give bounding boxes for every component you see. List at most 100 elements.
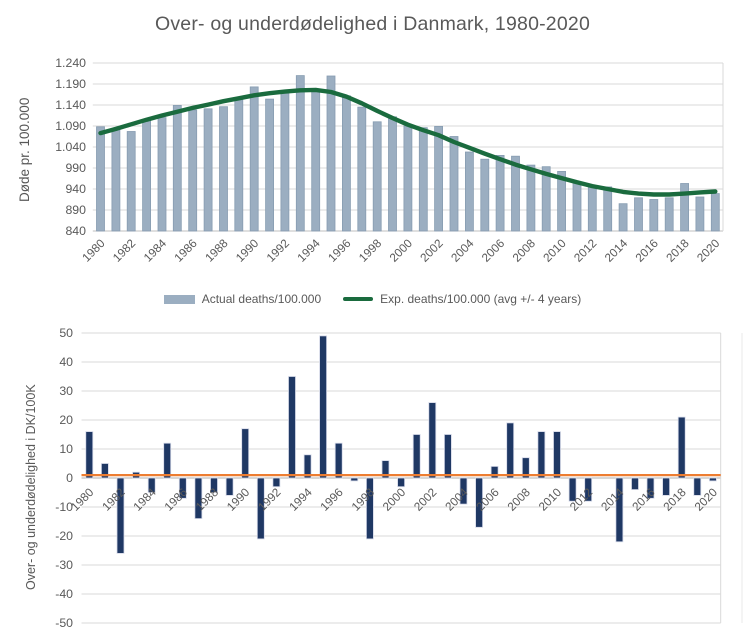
actual-bar-1986 (188, 109, 198, 232)
ytick-30: 30 (59, 384, 73, 398)
diff-bar-2015 (631, 477, 639, 491)
xtick-1980: 1980 (68, 485, 97, 514)
actual-bar-1982 (126, 131, 136, 232)
actual-bar-1992 (280, 92, 290, 232)
diff-bar-1995 (319, 335, 328, 479)
diff-bar-2012 (584, 477, 593, 502)
diff-bar-2003 (443, 434, 452, 479)
y-axis-labels: 840 890 940 990 1.040 1.090 1.140 1.190 1.240 (55, 56, 86, 238)
ytick--50: -50 (55, 616, 73, 630)
xtick-1982: 1982 (110, 236, 138, 264)
actual-series-swatch-icon (163, 294, 195, 304)
actual-bar-1984 (157, 117, 167, 232)
actual-bar-2016 (649, 199, 659, 232)
actual-bar-2015 (634, 197, 643, 232)
ytick-1040: 1.040 (55, 140, 86, 154)
diff-bar-1987 (194, 477, 203, 519)
xtick-2018: 2018 (663, 236, 692, 265)
diff-bar-1996 (334, 442, 343, 479)
diff-bar-1992 (272, 477, 281, 488)
xtick-1998: 1998 (356, 236, 385, 265)
actual-bar-1991 (265, 98, 275, 232)
actual-bar-2018 (680, 183, 689, 232)
actual-bar-2006 (495, 155, 505, 232)
diff-bar-1980 (85, 431, 94, 479)
actual-bar-2013 (603, 186, 613, 232)
diff-bar-1994 (303, 454, 312, 479)
actual-bar-1989 (234, 99, 244, 232)
ytick-1140: 1.140 (55, 98, 86, 112)
actual-bar-2020 (710, 193, 720, 232)
diff-bar-1989 (225, 477, 234, 496)
diff-bar-1997 (350, 477, 359, 482)
actual-bar-1987 (203, 108, 213, 232)
actual-bar-2014 (618, 203, 628, 232)
diff-bar-2001 (412, 434, 421, 479)
expected-series-swatch-icon (343, 297, 374, 301)
diff-bar-1991 (256, 477, 265, 540)
x-axis-labels: 1980 1982 1984 1986 1988 1990 1992 1994 1996 1998… (79, 236, 723, 265)
xtick-1980: 1980 (79, 236, 108, 265)
diff-bar-1984 (147, 477, 156, 493)
actual-bar-2009 (541, 166, 551, 232)
actual-bar-1996 (341, 95, 351, 232)
diff-bar-2016 (646, 477, 655, 499)
xtick-1990: 1990 (233, 236, 262, 265)
xtick-1988: 1988 (202, 236, 231, 265)
ytick-10: 10 (59, 442, 73, 456)
actual-bar-2005 (480, 158, 490, 232)
diff-bar-2002 (428, 402, 437, 479)
xtick-1994: 1994 (286, 485, 315, 514)
xtick-2006: 2006 (479, 236, 508, 265)
diff-bar-1990 (241, 428, 250, 479)
ytick-0: 0 (66, 471, 73, 485)
actual-bar-1994 (311, 89, 321, 232)
actual-bar-1981 (111, 128, 121, 232)
actual-bar-2012 (587, 185, 597, 232)
xtick-2002: 2002 (417, 236, 445, 264)
diff-bar-1985 (163, 442, 172, 479)
diff-bar-1999 (381, 460, 390, 479)
diff-bar-1993 (288, 376, 296, 479)
actual-bar-1998 (372, 121, 382, 232)
actual-bar-2000 (403, 125, 413, 232)
diff-bar-1988 (210, 477, 218, 493)
diff-bar-2009 (537, 431, 546, 479)
diff-bar-2011 (568, 477, 577, 502)
diff-bar-2006 (490, 465, 499, 479)
diff-bar-1998 (365, 477, 374, 540)
mortality-chart-canvas[interactable]: 840 890 940 990 1.040 1.090 1.140 1.190 1.240 198… (0, 46, 745, 290)
expected-series-label: Exp. deaths/100.000 (avg +/- 4 years) (380, 292, 582, 306)
ytick-890: 890 (65, 203, 86, 217)
diff-bar-1981 (101, 463, 109, 479)
xtick-1992: 1992 (264, 236, 292, 264)
actual-bar-1983 (142, 119, 152, 232)
diff-bar-2005 (475, 477, 484, 528)
xtick-2002: 2002 (411, 485, 439, 513)
diff-bar-1986 (178, 477, 187, 499)
ytick-1090: 1.090 (55, 119, 86, 133)
actual-bar-1997 (357, 106, 367, 232)
ytick--40: -40 (55, 587, 73, 601)
actual-bar-2019 (695, 196, 705, 232)
actual-series-label: Actual deaths/100.000 (201, 292, 322, 306)
diff-bars-series (85, 335, 717, 554)
xtick-2000: 2000 (387, 236, 416, 265)
actual-bar-1993 (295, 75, 305, 232)
actual-bar-2011 (572, 182, 582, 232)
xtick-2010: 2010 (536, 485, 565, 514)
xtick-2014: 2014 (602, 236, 631, 265)
actual-bar-2003 (449, 136, 459, 232)
xtick-2008: 2008 (504, 485, 533, 514)
diff-bar-2018 (677, 416, 686, 479)
xtick-2004: 2004 (448, 236, 477, 265)
actual-bar-1995 (326, 75, 336, 232)
xtick-1986: 1986 (171, 236, 200, 265)
xtick-1996: 1996 (325, 236, 354, 265)
ytick-20: 20 (59, 413, 73, 427)
ytick-1190: 1.190 (55, 77, 86, 91)
xtick-2010: 2010 (540, 236, 569, 265)
actual-bar-2004 (464, 151, 474, 232)
